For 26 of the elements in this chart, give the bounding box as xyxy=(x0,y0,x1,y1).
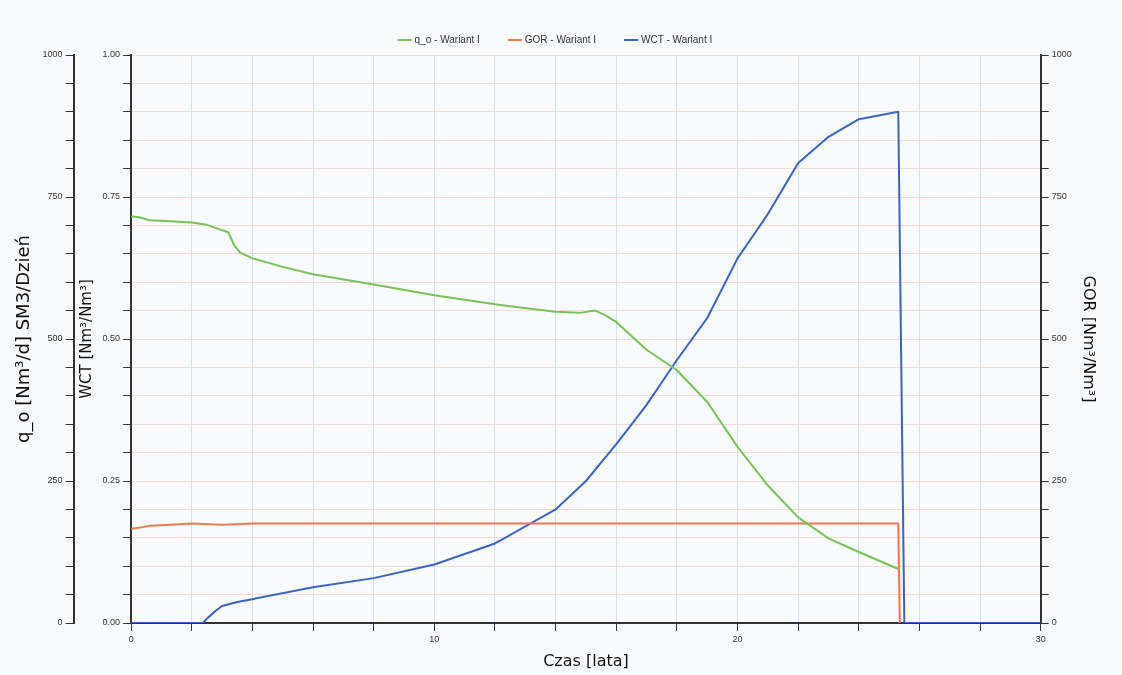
y2-tick-label: 0.50 xyxy=(102,333,121,344)
y-tick-label: 1000 xyxy=(42,49,63,60)
y-axis-title: q_o [Nm³/d] SM3/Dzień xyxy=(12,235,35,443)
y2-axis-title: WCT [Nm³/Nm³] xyxy=(76,279,95,399)
y3-tick-label: 500 xyxy=(1051,333,1067,344)
y3-tick-label: 250 xyxy=(1051,475,1067,486)
y2-tick-label: 0.75 xyxy=(102,191,121,202)
y-tick-label: 750 xyxy=(47,191,63,202)
y3-tick-label: 0 xyxy=(1051,617,1057,628)
x-tick-label: 10 xyxy=(429,633,440,644)
y2-tick-label: 0.00 xyxy=(102,617,121,628)
y2-tick-label: 1.00 xyxy=(102,49,121,60)
x-tick-label: 0 xyxy=(128,633,134,644)
x-tick-label: 30 xyxy=(1035,633,1046,644)
legend-label: GOR - Wariant I xyxy=(524,33,597,45)
y-tick-label: 500 xyxy=(47,333,63,344)
y3-axis-title: GOR [Nm³/Nm³] xyxy=(1080,275,1100,403)
y-tick-label: 250 xyxy=(47,475,63,486)
legend-label: q_o - Wariant I xyxy=(414,33,480,45)
y3-tick-label: 1000 xyxy=(1051,49,1072,60)
y3-tick-label: 750 xyxy=(1051,191,1067,202)
x-axis-title: Czas [lata] xyxy=(543,650,629,670)
legend-label: WCT - Wariant I xyxy=(641,33,713,45)
y2-tick-label: 0.25 xyxy=(102,475,121,486)
y-tick-label: 0 xyxy=(57,617,63,628)
x-tick-label: 20 xyxy=(732,633,743,644)
